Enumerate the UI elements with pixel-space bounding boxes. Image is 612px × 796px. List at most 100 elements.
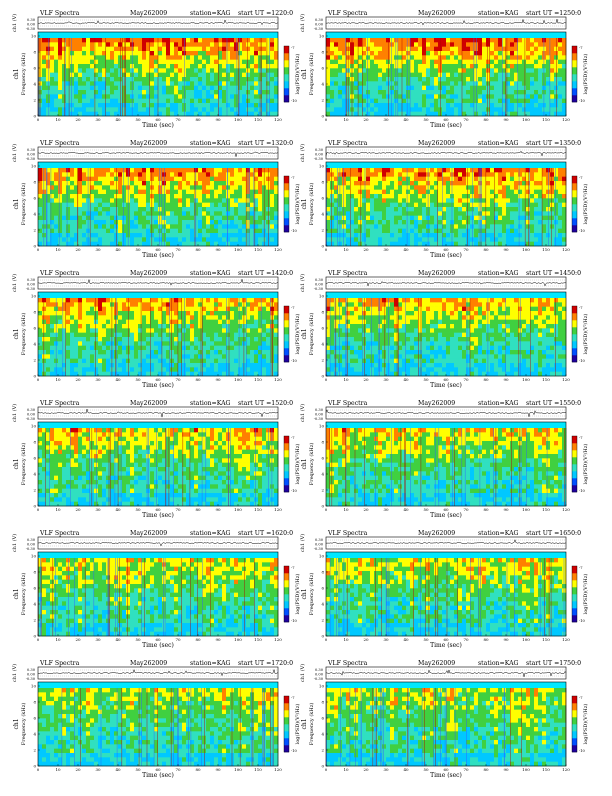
- spectrogram-cell: [126, 94, 130, 99]
- x-tick-label: 30: [383, 247, 389, 252]
- spectrogram-cell: [206, 207, 210, 212]
- spectrogram-cell: [154, 99, 158, 104]
- spectrogram-cell: [58, 103, 62, 108]
- spectrogram-cell: [406, 203, 410, 208]
- spectrogram-cell: [130, 194, 134, 199]
- spectrogram-cell: [190, 216, 194, 221]
- y-tick-label: 2: [33, 228, 36, 233]
- spectrogram-cell: [214, 198, 218, 203]
- spectrogram-cell: [82, 68, 86, 73]
- spectrogram-cell: [226, 237, 230, 242]
- spectrogram-cell: [386, 112, 390, 117]
- spectrogram-cell: [70, 229, 74, 234]
- spectrogram-cell: [366, 190, 370, 195]
- spectrogram-cell: [202, 38, 206, 43]
- spectrogram-cell: [226, 242, 230, 247]
- spectrogram-cell: [194, 73, 198, 78]
- spectrogram-cell: [230, 86, 234, 91]
- spectrogram-cell: [414, 60, 418, 65]
- spectrogram-cell: [74, 107, 78, 112]
- colorbar-segment: [572, 95, 577, 102]
- spectrogram-cell: [46, 350, 50, 355]
- spectrogram-cell: [494, 64, 498, 69]
- spectrogram-cell: [82, 181, 86, 186]
- spectrogram-cell: [406, 64, 410, 69]
- spectrogram-cell: [126, 86, 130, 91]
- spectrogram-cell: [334, 55, 338, 60]
- spectrogram-cell: [122, 207, 126, 212]
- x-axis-label: Time (sec): [430, 252, 462, 259]
- spectrogram-cell: [550, 81, 554, 86]
- spectrogram-cell: [526, 86, 530, 91]
- spectrogram-cell: [562, 94, 566, 99]
- spectrogram-cell: [466, 237, 470, 242]
- spectrogram-cell: [418, 73, 422, 78]
- spectrogram-cell: [258, 177, 262, 182]
- spectrogram-cell: [530, 99, 534, 104]
- spectrogram-cell: [522, 64, 526, 69]
- spectrogram-cell: [462, 211, 466, 216]
- spectrogram-cell: [422, 216, 426, 221]
- spectrogram-cell: [486, 242, 490, 247]
- spectrogram-cell: [562, 168, 566, 173]
- spectrogram-cell: [374, 242, 378, 247]
- spectrogram-cell: [102, 233, 106, 238]
- spectrogram-cell: [118, 207, 122, 212]
- spectrogram-cell: [502, 207, 506, 212]
- spectrogram-cell: [354, 86, 358, 91]
- spectrogram-cell: [110, 99, 114, 104]
- spectrogram-cell: [430, 55, 434, 60]
- spectrogram-cell: [166, 103, 170, 108]
- spectrogram-cell: [378, 60, 382, 65]
- spectrogram-cell: [50, 90, 54, 95]
- spectrogram-cell: [478, 77, 482, 82]
- spectrogram-cell: [170, 220, 174, 225]
- spectrogram-cell: [422, 207, 426, 212]
- spectrogram-cell: [418, 181, 422, 186]
- spectrogram-cell: [394, 211, 398, 216]
- spectrogram-cell: [118, 242, 122, 247]
- spectrogram-cell: [138, 112, 142, 117]
- spectrogram-cell: [386, 177, 390, 182]
- spectrogram-cell: [510, 107, 514, 112]
- spectrogram-cell: [330, 181, 334, 186]
- spectrogram-cell: [534, 112, 538, 117]
- spectrogram-cell: [206, 86, 210, 91]
- spectrogram-cell: [262, 77, 266, 82]
- spectrogram-cell: [150, 73, 154, 78]
- spectrogram-cell: [510, 211, 514, 216]
- spectrogram-cell: [402, 168, 406, 173]
- spectrogram-cell: [190, 55, 194, 60]
- spectrogram-cell: [178, 229, 182, 234]
- x-tick-label: 20: [75, 247, 81, 252]
- spectrogram-cell: [366, 103, 370, 108]
- spectrogram-cell: [490, 42, 494, 47]
- spectrogram-cell: [474, 77, 478, 82]
- spectrogram-cell: [458, 172, 462, 177]
- spectrogram-cell: [114, 99, 118, 104]
- spectrogram-cell: [458, 242, 462, 247]
- spectrogram-cell: [214, 73, 218, 78]
- spectrogram-cell: [90, 333, 94, 338]
- spectrogram-cell: [390, 237, 394, 242]
- spectrogram-cell: [174, 68, 178, 73]
- spectrogram-cell: [106, 185, 110, 190]
- spectrogram-cell: [530, 203, 534, 208]
- colorbar-tick-label: -7: [579, 176, 583, 180]
- spectrogram-cell: [446, 168, 450, 173]
- spectrogram-cell: [238, 177, 242, 182]
- spectrogram-cell: [522, 172, 526, 177]
- spectrogram-cell: [94, 190, 98, 195]
- spectrogram-cell: [446, 229, 450, 234]
- spectrogram-cell: [222, 64, 226, 69]
- spectrogram-cell: [342, 211, 346, 216]
- spectrogram-cell: [134, 51, 138, 56]
- spectrogram-cell: [70, 359, 74, 364]
- spectrogram-cell: [90, 81, 94, 86]
- spectrogram-cell: [414, 42, 418, 47]
- spectrogram-cell: [202, 107, 206, 112]
- spectrogram-cell: [390, 99, 394, 104]
- spectrogram-cell: [274, 237, 278, 242]
